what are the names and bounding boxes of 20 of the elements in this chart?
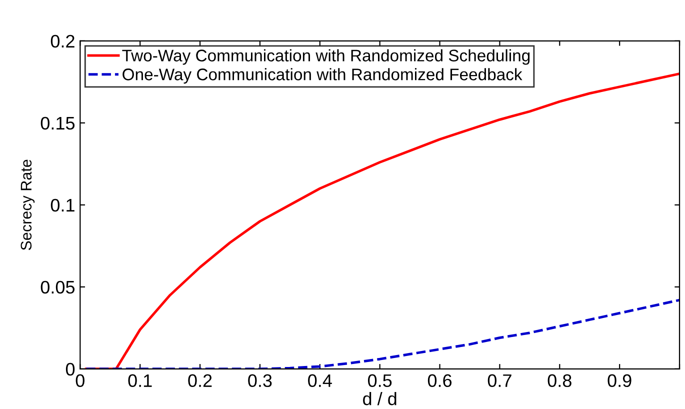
y-tick-label: 0.15 <box>40 116 75 130</box>
line-series <box>84 298 680 369</box>
y-tick-label: 0 <box>66 362 75 376</box>
y-tick-label: 0.1 <box>50 198 74 212</box>
y-axis-title: Secrecy Rate <box>20 160 35 250</box>
x-tick-label: 0.4 <box>308 374 332 388</box>
legend-label: Two-Way Communication with Randomized Scheduling <box>122 49 530 65</box>
x-tick-label: 0.9 <box>608 374 632 388</box>
x-tick-label: 0.7 <box>488 374 512 388</box>
x-tick-label: 0.5 <box>368 374 392 388</box>
x-tick-label: 0.1 <box>128 374 152 388</box>
x-tick-label: 0.8 <box>548 374 572 388</box>
x-tick-label: 0.3 <box>248 374 272 388</box>
legend-label: One-Way Communication with Randomized Feedback <box>122 68 522 84</box>
x-axis-title: d / d <box>363 392 396 406</box>
y-tick-label: 0.05 <box>40 280 75 294</box>
x-tick-label: 0.2 <box>188 374 212 388</box>
x-tick-label: 0 <box>76 374 84 388</box>
y-tick-label: 0.2 <box>50 34 74 48</box>
x-tick-label: 0.6 <box>428 374 452 388</box>
